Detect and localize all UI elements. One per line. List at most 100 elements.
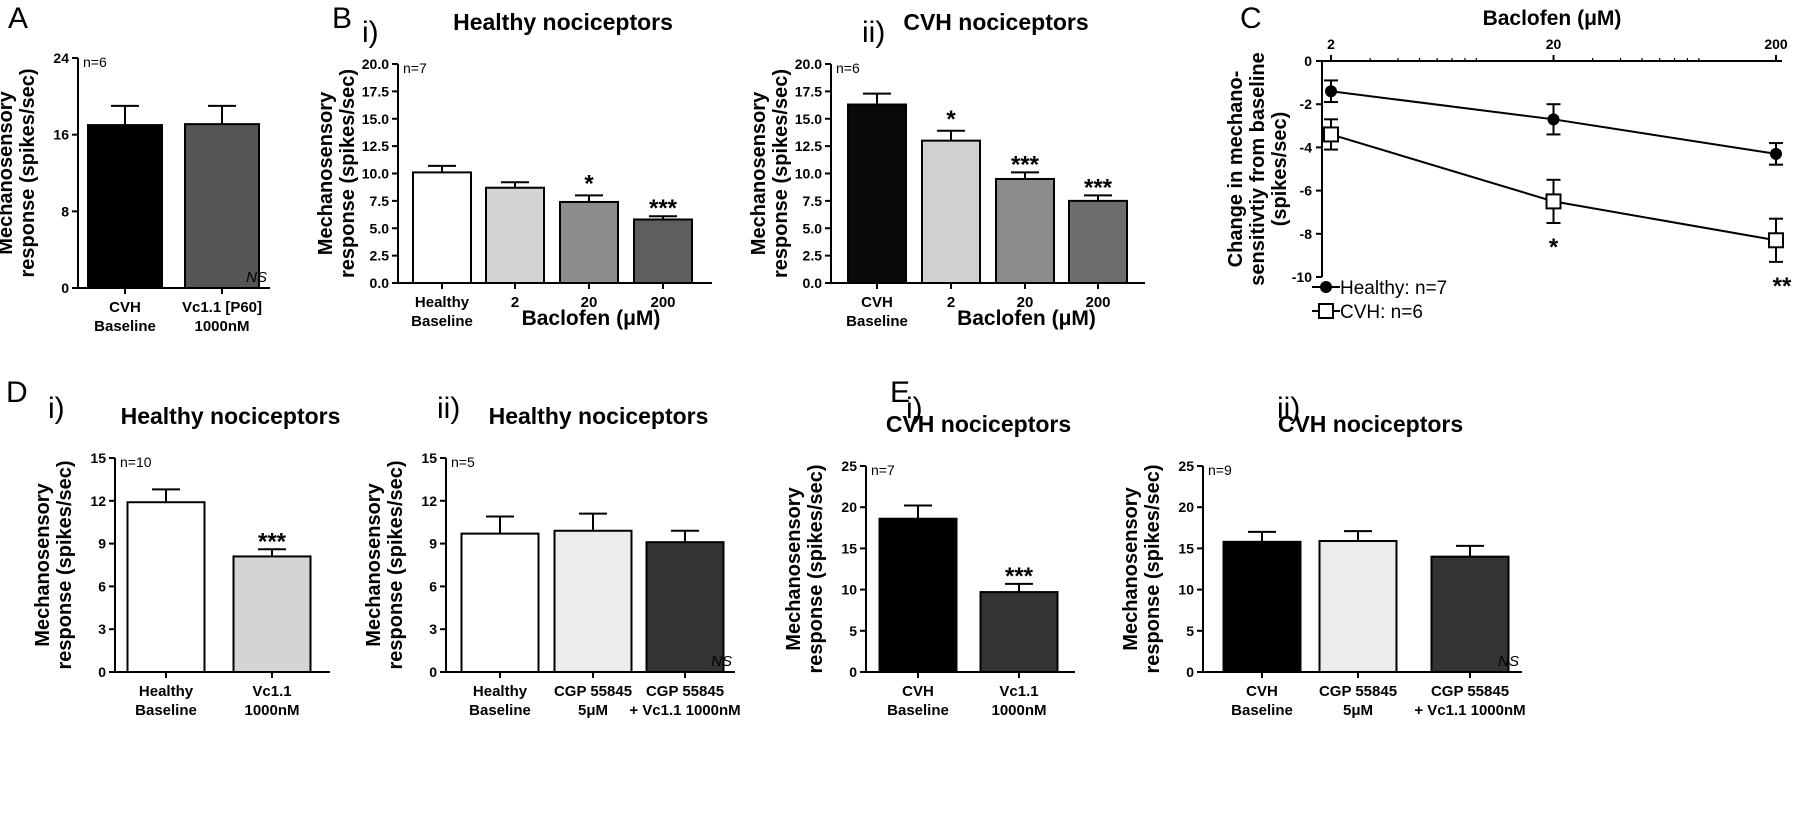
chart-a: 0 8 16 24 n=6 CVH Baseline Vc1.1 [P60] 1000nM NS M… xyxy=(0,50,270,335)
chart-d-ii: 0 3 6 9 12 15 n=5 Healthy Baseline CGP 55845 5μM CG… xyxy=(363,403,741,719)
y-tick-label: 6 xyxy=(429,578,437,594)
x-axis-label: Baclofen (μM) xyxy=(1483,7,1622,30)
y-axis-label: (spikes/sec) xyxy=(1269,112,1291,227)
bar xyxy=(485,186,545,284)
y-tick-label: 20 xyxy=(841,499,857,515)
n-label: n=7 xyxy=(871,462,895,478)
y-tick-label: 20.0 xyxy=(795,56,822,72)
y-axis-label: response (spikes/sec) xyxy=(17,69,39,278)
y-tick-label: -4 xyxy=(1300,139,1313,155)
category-label: 5μM xyxy=(578,702,608,719)
y-axis-label: Mechanosensory xyxy=(0,90,17,254)
y-tick-label: 20 xyxy=(1178,499,1194,515)
y-axis-label: Mechanosensory xyxy=(315,91,337,255)
panel-letter: A xyxy=(8,2,28,35)
y-tick-label: 15 xyxy=(90,450,106,466)
chart-title: Healthy nociceptors xyxy=(489,403,709,429)
category-label: CGP 55845 xyxy=(646,683,724,700)
bar xyxy=(1068,199,1128,284)
category-label: 5μM xyxy=(1343,702,1373,719)
y-tick-label: 8 xyxy=(61,203,69,219)
y-axis-label: Mechanosensory xyxy=(363,482,385,646)
y-tick-label: 10 xyxy=(841,582,857,598)
y-tick-label: 10.0 xyxy=(795,166,822,182)
panel-sub-label: i) xyxy=(48,392,65,425)
y-tick-label: 5.0 xyxy=(370,220,390,236)
category-label: CGP 55845 xyxy=(1319,683,1397,700)
bar xyxy=(87,124,163,290)
n-label: n=5 xyxy=(451,454,475,470)
y-tick-label: 15 xyxy=(1178,540,1194,556)
y-axis-label: response (spikes/sec) xyxy=(805,465,827,674)
y-tick-label: 5.0 xyxy=(803,220,823,236)
panel-sub-label: i) xyxy=(906,392,923,425)
n-label: n=7 xyxy=(403,60,427,76)
significance-marker: *** xyxy=(1011,151,1040,178)
y-axis-label: response (spikes/sec) xyxy=(770,69,792,278)
significance-marker: *** xyxy=(1005,563,1034,590)
chart-e-ii: 0 5 10 15 20 25 n=9 CVH Baseline CGP 55845 5μM CGP … xyxy=(1120,411,1526,719)
chart-title: CVH nociceptors xyxy=(886,411,1071,437)
category-label: 2 xyxy=(947,294,955,311)
category-label: Healthy xyxy=(415,294,470,311)
category-label: Baseline xyxy=(411,313,473,330)
n-label: n=6 xyxy=(836,60,860,76)
bar xyxy=(979,591,1059,674)
y-tick-label: 5 xyxy=(1186,623,1194,639)
data-point xyxy=(1323,126,1339,143)
category-label: CVH xyxy=(861,294,893,311)
chart-b-i: 0.0 2.5 5.0 7.5 10.0 12.5 15.0 17.5 20.0 n=7 Healt… xyxy=(315,9,712,330)
bar xyxy=(995,177,1055,285)
chart-title: Healthy nociceptors xyxy=(121,403,341,429)
y-tick-label: 6 xyxy=(98,578,106,594)
category-label: Baseline xyxy=(1231,702,1293,719)
y-tick-label: 0.0 xyxy=(370,275,390,291)
y-tick-label: 0 xyxy=(429,664,437,680)
category-label: Vc1.1 xyxy=(999,683,1038,700)
category-label: Baseline xyxy=(469,702,531,719)
category-label: CVH xyxy=(902,683,934,700)
significance-marker: * xyxy=(946,106,956,133)
y-tick-label: 10 xyxy=(1178,582,1194,598)
y-tick-label: 12.5 xyxy=(362,138,389,154)
y-tick-label: 5 xyxy=(849,623,857,639)
chart-title: Healthy nociceptors xyxy=(453,9,673,35)
x-tick-label: 200 xyxy=(1764,36,1788,52)
y-axis-label: response (spikes/sec) xyxy=(1142,465,1164,674)
category-label: CVH xyxy=(1246,683,1278,700)
panel-sub-label: ii) xyxy=(862,16,885,49)
x-axis-label: Baclofen (μM) xyxy=(957,307,1096,330)
y-tick-label: 25 xyxy=(841,458,857,474)
significance-marker: * xyxy=(584,170,594,197)
bar xyxy=(126,501,206,673)
legend-label: CVH: n=6 xyxy=(1340,302,1423,323)
category-label: 200 xyxy=(1085,294,1110,311)
y-tick-label: 12 xyxy=(421,493,437,509)
category-label: 20 xyxy=(581,294,598,311)
category-label: Healthy xyxy=(139,683,194,700)
data-point xyxy=(1547,113,1560,126)
y-tick-label: 12.5 xyxy=(795,138,822,154)
category-label: CVH xyxy=(109,299,141,316)
significance-marker: *** xyxy=(649,195,678,222)
category-label: 2 xyxy=(511,294,519,311)
y-tick-label: 0 xyxy=(98,664,106,680)
y-axis-label: Mechanosensory xyxy=(748,91,770,255)
y-tick-label: -2 xyxy=(1300,96,1313,112)
bar xyxy=(1222,540,1302,673)
category-label: CGP 55845 xyxy=(554,683,632,700)
n-label: n=6 xyxy=(83,54,107,70)
category-label: Baseline xyxy=(94,318,156,335)
bar xyxy=(1430,555,1510,674)
chart-c: 0 -2 -4 -6 -8 -10 2 20 200 Baclofen (μM) Change in… xyxy=(1225,7,1792,323)
y-tick-label: 10.0 xyxy=(362,166,389,182)
panel-letter: E xyxy=(890,376,910,409)
y-tick-label: 17.5 xyxy=(795,83,822,99)
bar xyxy=(1318,539,1398,674)
y-tick-label: 7.5 xyxy=(370,193,390,209)
ns-label: NS xyxy=(246,269,267,286)
panel-letter: D xyxy=(6,376,28,409)
y-axis-label: response (spikes/sec) xyxy=(54,461,76,670)
category-label: CGP 55845 xyxy=(1431,683,1509,700)
